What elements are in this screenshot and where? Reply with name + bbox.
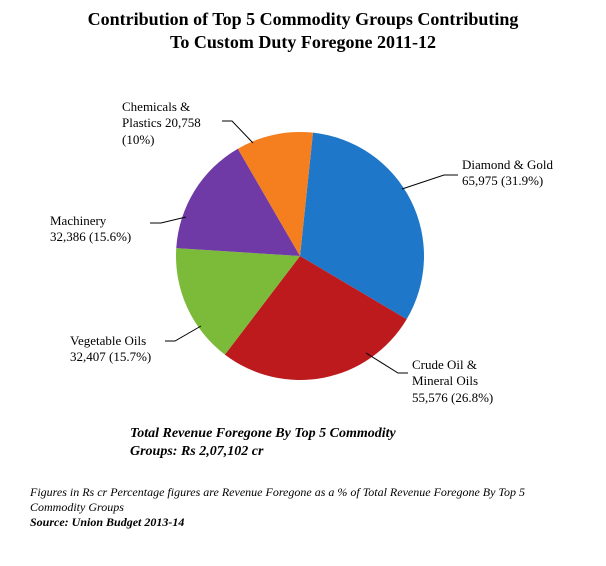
slice-label-0: Diamond & Gold65,975 (31.9%) — [462, 157, 553, 190]
slice-label-1: Crude Oil &Mineral Oils55,576 (26.8%) — [412, 357, 493, 406]
slice-label-2: Vegetable Oils32,407 (15.7%) — [70, 333, 151, 366]
total-line-2: Groups: Rs 2,07,102 cr — [130, 444, 263, 459]
total-line-1: Total Revenue Foregone By Top 5 Commodit… — [130, 426, 396, 441]
title-line-2: To Custom Duty Foregone 2011-12 — [170, 32, 436, 52]
footnote-text: Figures in Rs cr Percentage figures are … — [30, 485, 550, 514]
title-line-1: Contribution of Top 5 Commodity Groups C… — [88, 9, 519, 29]
chart-area: Diamond & Gold65,975 (31.9%) Crude Oil &M… — [0, 61, 606, 421]
slice-label-4: Chemicals &Plastics 20,758(10%) — [122, 99, 201, 148]
chart-title: Contribution of Top 5 Commodity Groups C… — [23, 8, 583, 53]
source-text: Source: Union Budget 2013-14 — [30, 515, 606, 530]
slice-label-3: Machinery32,386 (15.6%) — [50, 213, 131, 246]
total-revenue-text: Total Revenue Foregone By Top 5 Commodit… — [130, 425, 530, 461]
leader-line-2 — [165, 326, 201, 341]
leader-line-3 — [150, 217, 186, 223]
leader-line-0 — [402, 175, 458, 189]
chart-container: Contribution of Top 5 Commodity Groups C… — [0, 0, 606, 566]
leader-line-4 — [222, 121, 253, 143]
